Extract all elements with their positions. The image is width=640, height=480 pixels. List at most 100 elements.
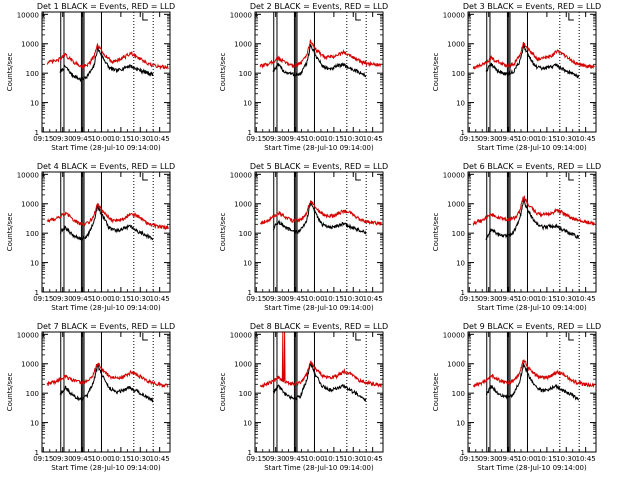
x-tick-label: 10:30: [556, 295, 576, 303]
panel-det-9: Det 9 BLACK = Events, RED = LLD Counts/se…: [432, 322, 601, 472]
panel-det-1: Det 1 BLACK = Events, RED = LLD Counts/se…: [6, 2, 175, 152]
y-tick-label: 100: [26, 70, 39, 78]
x-tick-label: 10:00: [517, 455, 537, 463]
y-axis-label: Counts/sec: [219, 213, 227, 252]
y-tick-label: 10: [456, 420, 465, 428]
panel-title: Det 9 BLACK = Events, RED = LLD: [463, 322, 601, 331]
x-axis-label: Start Time (28-Jul-10 09:14:00): [477, 464, 587, 472]
x-tick-label: 09:45: [498, 295, 518, 303]
x-axis-label: Start Time (28-Jul-10 09:14:00): [477, 304, 587, 312]
x-tick-label: 09:30: [479, 455, 499, 463]
x-tick-label: 10:30: [556, 135, 576, 143]
lld-series-line: [46, 202, 169, 230]
x-tick-label: 10:45: [363, 455, 383, 463]
y-tick-label: 1: [35, 289, 39, 297]
y-tick-label: 1000: [447, 361, 465, 369]
y-tick-label: 1: [248, 449, 252, 457]
y-tick-label: 100: [452, 230, 465, 238]
y-tick-label: 100: [452, 390, 465, 398]
x-tick-label: 09:45: [498, 455, 518, 463]
x-tick-label: 09:30: [479, 135, 499, 143]
x-axis-label: Start Time (28-Jul-10 09:14:00): [51, 144, 161, 152]
panel-title: Det 8 BLACK = Events, RED = LLD: [250, 322, 388, 331]
x-tick-label: 10:30: [343, 135, 363, 143]
x-tick-label: 09:15: [33, 135, 53, 143]
plot-frame: [467, 171, 597, 293]
x-tick-label: 09:45: [72, 455, 92, 463]
x-tick-label: 10:45: [576, 135, 596, 143]
y-tick-label: 1000: [447, 201, 465, 209]
y-tick-label: 10: [30, 100, 39, 108]
x-tick-label: 10:30: [556, 455, 576, 463]
y-tick-label: 10000: [443, 331, 465, 339]
y-axis-label: Counts/sec: [432, 53, 440, 92]
x-tick-label: 10:45: [150, 295, 170, 303]
x-tick-label: 10:30: [343, 295, 363, 303]
lld-series-line: [472, 42, 595, 70]
y-tick-label: 10: [243, 100, 252, 108]
lld-series-line: [46, 42, 169, 71]
x-tick-label: 10:15: [111, 455, 131, 463]
panel-det-6: Det 6 BLACK = Events, RED = LLD Counts/se…: [432, 162, 601, 312]
y-tick-label: 10: [243, 420, 252, 428]
y-tick-label: 10000: [17, 331, 39, 339]
bracket-marker: [142, 333, 148, 341]
x-tick-label: 10:30: [130, 455, 150, 463]
x-tick-label: 10:00: [517, 135, 537, 143]
x-tick-label: 10:00: [517, 295, 537, 303]
x-tick-label: 09:15: [459, 455, 479, 463]
x-tick-label: 10:00: [91, 455, 111, 463]
y-tick-label: 10000: [230, 331, 252, 339]
events-series-line: [485, 44, 580, 79]
lld-series-line: [473, 359, 595, 388]
x-tick-label: 10:00: [304, 455, 324, 463]
plot-frame: [41, 331, 171, 453]
y-tick-label: 1: [461, 129, 465, 137]
x-tick-label: 10:15: [111, 135, 131, 143]
bracket-marker: [355, 173, 361, 181]
x-tick-label: 09:30: [479, 295, 499, 303]
x-axis-label: Start Time (28-Jul-10 09:14:00): [264, 144, 374, 152]
events-series-line: [485, 199, 579, 241]
panel-title: Det 3 BLACK = Events, RED = LLD: [463, 2, 601, 11]
panel-det-5: Det 5 BLACK = Events, RED = LLD Counts/se…: [219, 162, 388, 312]
panel-title: Det 5 BLACK = Events, RED = LLD: [250, 162, 388, 171]
y-tick-label: 1: [35, 449, 39, 457]
plot-frame: [41, 171, 171, 293]
y-axis-label: Counts/sec: [6, 53, 14, 92]
panel-det-2: Det 2 BLACK = Events, RED = LLD Counts/se…: [219, 2, 388, 152]
panel-det-8: Det 8 BLACK = Events, RED = LLD Counts/se…: [219, 322, 388, 472]
x-tick-label: 09:30: [53, 135, 73, 143]
y-tick-label: 100: [239, 390, 252, 398]
lld-series-line: [259, 200, 382, 226]
plot-frame: [254, 331, 384, 453]
y-axis-label: Counts/sec: [6, 373, 14, 412]
x-tick-label: 10:30: [130, 295, 150, 303]
y-tick-label: 1: [248, 289, 252, 297]
plot-frame: [254, 171, 384, 293]
y-tick-label: 1: [461, 289, 465, 297]
x-tick-label: 10:00: [304, 295, 324, 303]
y-tick-label: 1000: [447, 41, 465, 49]
y-tick-label: 1000: [234, 41, 252, 49]
x-axis-label: Start Time (28-Jul-10 09:14:00): [51, 464, 161, 472]
events-series-line: [486, 363, 579, 401]
lld-series-line: [46, 362, 169, 389]
x-tick-label: 10:15: [324, 455, 344, 463]
events-series-line: [59, 204, 154, 241]
x-tick-label: 10:15: [111, 295, 131, 303]
y-tick-label: 1000: [21, 361, 39, 369]
panel-det-3: Det 3 BLACK = Events, RED = LLD Counts/se…: [432, 2, 601, 152]
panel-det-7: Det 7 BLACK = Events, RED = LLD Counts/se…: [6, 322, 175, 472]
panel-title: Det 7 BLACK = Events, RED = LLD: [37, 322, 175, 331]
plot-frame: [254, 11, 384, 133]
events-series-line: [272, 199, 367, 235]
x-tick-label: 09:15: [246, 295, 266, 303]
x-tick-label: 09:30: [53, 295, 73, 303]
bracket-marker: [355, 13, 361, 21]
x-axis-label: Start Time (28-Jul-10 09:14:00): [477, 144, 587, 152]
y-axis-label: Counts/sec: [6, 213, 14, 252]
x-tick-label: 09:45: [498, 135, 518, 143]
x-tick-label: 10:00: [91, 295, 111, 303]
x-tick-label: 10:45: [576, 295, 596, 303]
